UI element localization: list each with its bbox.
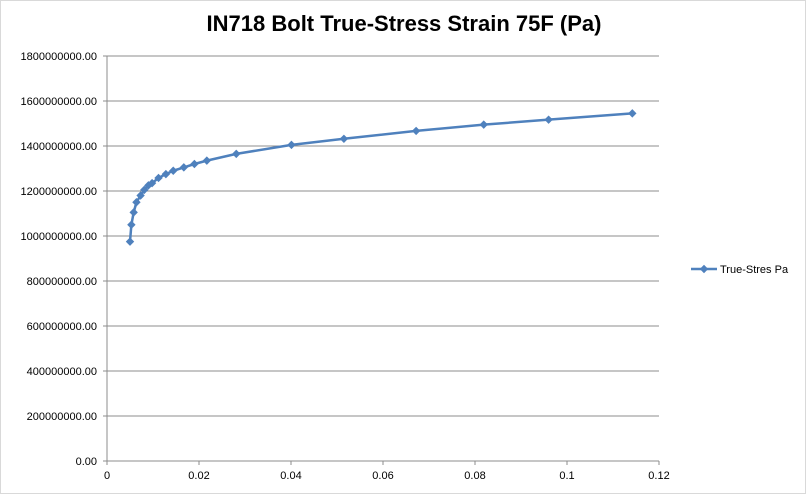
data-point	[628, 109, 637, 118]
x-tick-label: 0.1	[559, 470, 574, 482]
x-tick-label: 0	[104, 470, 110, 482]
x-tick-label: 0.04	[280, 470, 301, 482]
series-line	[128, 112, 633, 242]
data-point	[125, 237, 135, 246]
y-tick-label: 1800000000.00	[21, 51, 97, 63]
x-tick-label: 0.02	[188, 470, 209, 482]
data-point	[232, 149, 241, 159]
y-tick-label: 0.00	[76, 456, 97, 468]
data-point	[544, 115, 553, 124]
data-point	[136, 191, 145, 200]
y-tick-label: 1000000000.00	[21, 231, 97, 243]
y-tick-label: 400000000.00	[27, 366, 97, 378]
data-point	[161, 169, 171, 179]
y-tick-label: 1600000000.00	[21, 96, 97, 108]
legend-marker	[699, 264, 709, 274]
data-point	[339, 134, 349, 143]
data-point	[127, 220, 136, 229]
data-point	[140, 185, 149, 195]
data-point	[202, 156, 212, 165]
x-tick-label: 0.12	[648, 470, 669, 482]
data-point	[144, 181, 153, 190]
data-point	[411, 126, 421, 136]
data-point	[479, 120, 488, 129]
y-tick-label: 1400000000.00	[21, 141, 97, 153]
y-tick-label: 600000000.00	[27, 321, 97, 333]
y-tick-label: 200000000.00	[27, 411, 97, 423]
data-point	[147, 178, 157, 188]
legend-label: True-Stres Pa	[720, 264, 789, 276]
y-tick-label: 1200000000.00	[21, 186, 97, 198]
data-point	[287, 140, 296, 150]
data-point	[154, 173, 163, 183]
data-point	[190, 159, 199, 169]
y-tick-label: 800000000.00	[27, 276, 97, 288]
data-point	[129, 208, 138, 217]
data-point	[132, 198, 141, 207]
chart-title: IN718 Bolt True-Stress Strain 75F (Pa)	[206, 11, 602, 36]
x-tick-label: 0.06	[372, 470, 393, 482]
data-point	[169, 166, 178, 175]
data-point	[179, 163, 189, 172]
x-tick-label: 0.08	[464, 470, 485, 482]
